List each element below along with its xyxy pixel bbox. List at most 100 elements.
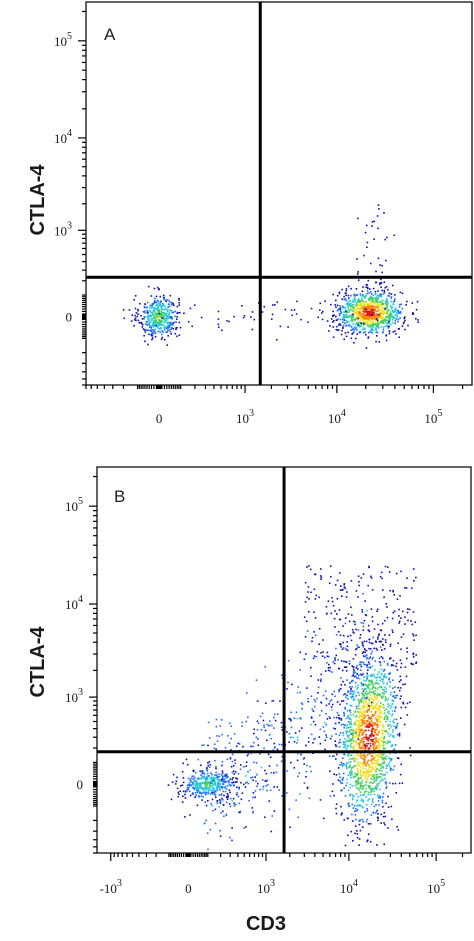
event-dot xyxy=(357,279,360,281)
event-dot xyxy=(182,790,185,793)
y-tick-label: 0 xyxy=(66,310,73,325)
event-dot xyxy=(385,311,387,314)
event-dot xyxy=(253,732,255,735)
event-dot xyxy=(367,776,370,778)
event-dot xyxy=(157,327,159,329)
event-dot xyxy=(351,690,354,692)
event-dot xyxy=(345,335,348,338)
event-dot xyxy=(335,803,338,805)
event-dot xyxy=(351,694,354,696)
event-dot xyxy=(377,326,379,329)
event-dot xyxy=(207,744,209,747)
event-dot xyxy=(409,747,411,749)
event-dot xyxy=(374,747,377,750)
event-dot xyxy=(344,684,346,686)
event-dot xyxy=(267,783,269,786)
event-dot xyxy=(185,758,188,761)
event-dot xyxy=(330,709,333,711)
event-dot xyxy=(368,717,371,719)
event-dot xyxy=(359,304,362,307)
event-dot xyxy=(380,754,382,756)
event-dot xyxy=(347,774,349,777)
event-dot xyxy=(348,663,351,665)
event-dot xyxy=(200,316,203,319)
event-dot xyxy=(226,793,229,795)
event-dot xyxy=(375,331,378,333)
event-dot xyxy=(159,314,161,316)
event-dot xyxy=(273,742,276,745)
event-dot xyxy=(373,302,375,305)
event-dot xyxy=(222,799,224,801)
event-dot xyxy=(252,810,254,813)
event-dot xyxy=(205,788,208,791)
event-dot xyxy=(198,777,201,780)
event-dot xyxy=(347,320,350,323)
event-dot xyxy=(341,306,344,309)
event-dot xyxy=(369,304,372,306)
event-dot xyxy=(346,645,349,648)
event-dot xyxy=(189,794,192,797)
event-dot xyxy=(378,208,380,210)
event-dot xyxy=(266,723,268,726)
event-dot xyxy=(348,726,351,729)
event-dot xyxy=(176,335,178,338)
event-dot xyxy=(380,278,382,281)
event-dot xyxy=(341,782,344,784)
event-dot xyxy=(368,292,370,294)
event-dot xyxy=(322,310,324,313)
event-dot xyxy=(385,259,387,262)
event-dot xyxy=(367,661,370,663)
event-dot xyxy=(374,660,377,662)
event-dot xyxy=(376,688,379,690)
event-dot xyxy=(386,310,389,313)
event-dot xyxy=(362,317,364,319)
event-dot xyxy=(204,780,207,783)
event-dot xyxy=(366,656,369,659)
event-dot xyxy=(352,309,354,312)
event-dot xyxy=(389,673,391,675)
event-dot xyxy=(372,782,374,784)
event-dot xyxy=(238,811,241,814)
event-dot xyxy=(367,703,369,706)
event-dot xyxy=(347,285,350,288)
event-dot xyxy=(398,303,401,306)
event-dot xyxy=(170,323,173,326)
event-dot xyxy=(343,711,345,714)
event-dot xyxy=(415,576,417,579)
event-dot xyxy=(394,782,397,785)
event-dot xyxy=(365,333,367,336)
event-dot xyxy=(387,327,390,329)
event-dot xyxy=(380,311,382,313)
event-dot xyxy=(366,724,368,727)
event-dot xyxy=(232,764,235,767)
event-dot xyxy=(312,742,314,744)
event-dot xyxy=(378,686,380,689)
event-dot xyxy=(364,768,367,770)
event-dot xyxy=(383,312,385,314)
event-dot xyxy=(273,713,276,716)
event-dot xyxy=(349,761,352,763)
event-dot xyxy=(388,309,390,311)
event-dot xyxy=(214,783,216,785)
event-dot xyxy=(364,729,366,732)
event-dot xyxy=(313,705,316,708)
event-dot xyxy=(342,772,345,775)
event-dot xyxy=(374,640,377,642)
event-dot xyxy=(374,308,376,311)
event-dot xyxy=(358,703,360,705)
event-dot xyxy=(378,729,381,732)
event-dot xyxy=(358,838,361,840)
event-dot xyxy=(362,302,365,304)
event-dot xyxy=(407,324,409,327)
event-dot xyxy=(406,657,408,660)
event-dot xyxy=(368,310,371,313)
event-dot xyxy=(215,774,218,776)
event-dot xyxy=(375,754,377,756)
event-dot xyxy=(252,779,254,781)
event-dot xyxy=(359,723,361,726)
event-dot xyxy=(401,307,404,310)
x-tick-label: 104 xyxy=(340,878,358,896)
event-dot xyxy=(338,609,341,611)
event-dot xyxy=(399,659,402,661)
event-dot xyxy=(413,639,415,641)
